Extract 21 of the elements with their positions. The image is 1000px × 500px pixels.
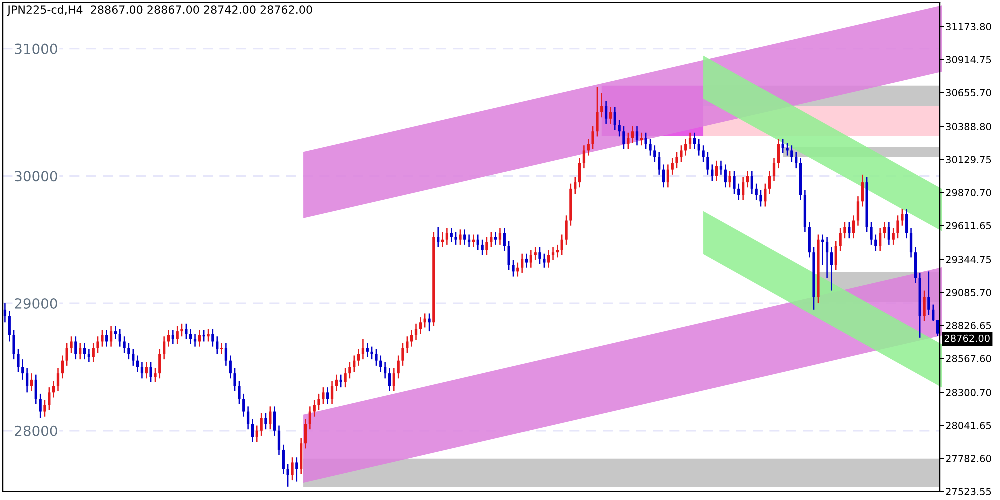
y2-tick-label: 30129.75 xyxy=(946,156,992,164)
y-tick-label: 28000 xyxy=(15,426,58,436)
y2-tick-label: 28826.65 xyxy=(946,322,992,330)
y2-tick-label: 28567.60 xyxy=(946,355,992,362)
y2-tick-label: 29085.70 xyxy=(946,289,992,296)
y2-tick-label: 27782.60 xyxy=(946,455,992,462)
y2-tick-label: 30388.80 xyxy=(946,123,992,131)
y2-tick-label: 30655.70 xyxy=(946,89,992,97)
y-tick-label: 29000 xyxy=(15,298,58,310)
y2-tick-label: 29344.75 xyxy=(946,256,992,264)
y2-tick-label: 28041.65 xyxy=(946,422,992,430)
y2-tick-label: 27523.55 xyxy=(946,488,992,496)
y2-tick-label: 29870.70 xyxy=(946,189,992,196)
y2-tick-label: 29611.65 xyxy=(946,222,992,230)
y-tick-label: 30000 xyxy=(15,171,58,182)
chart-title: JPN225-cd,H4 28867.00 28867.00 28742.00 28762.00 xyxy=(7,5,312,16)
y2-tick-label: 30914.75 xyxy=(946,56,992,64)
text: 28762.00 xyxy=(944,334,990,342)
y2-tick-label: 28300.70 xyxy=(946,389,992,396)
y-tick-label: 31000 xyxy=(15,44,58,54)
y2-tick-label: 31173.80 xyxy=(946,23,992,31)
